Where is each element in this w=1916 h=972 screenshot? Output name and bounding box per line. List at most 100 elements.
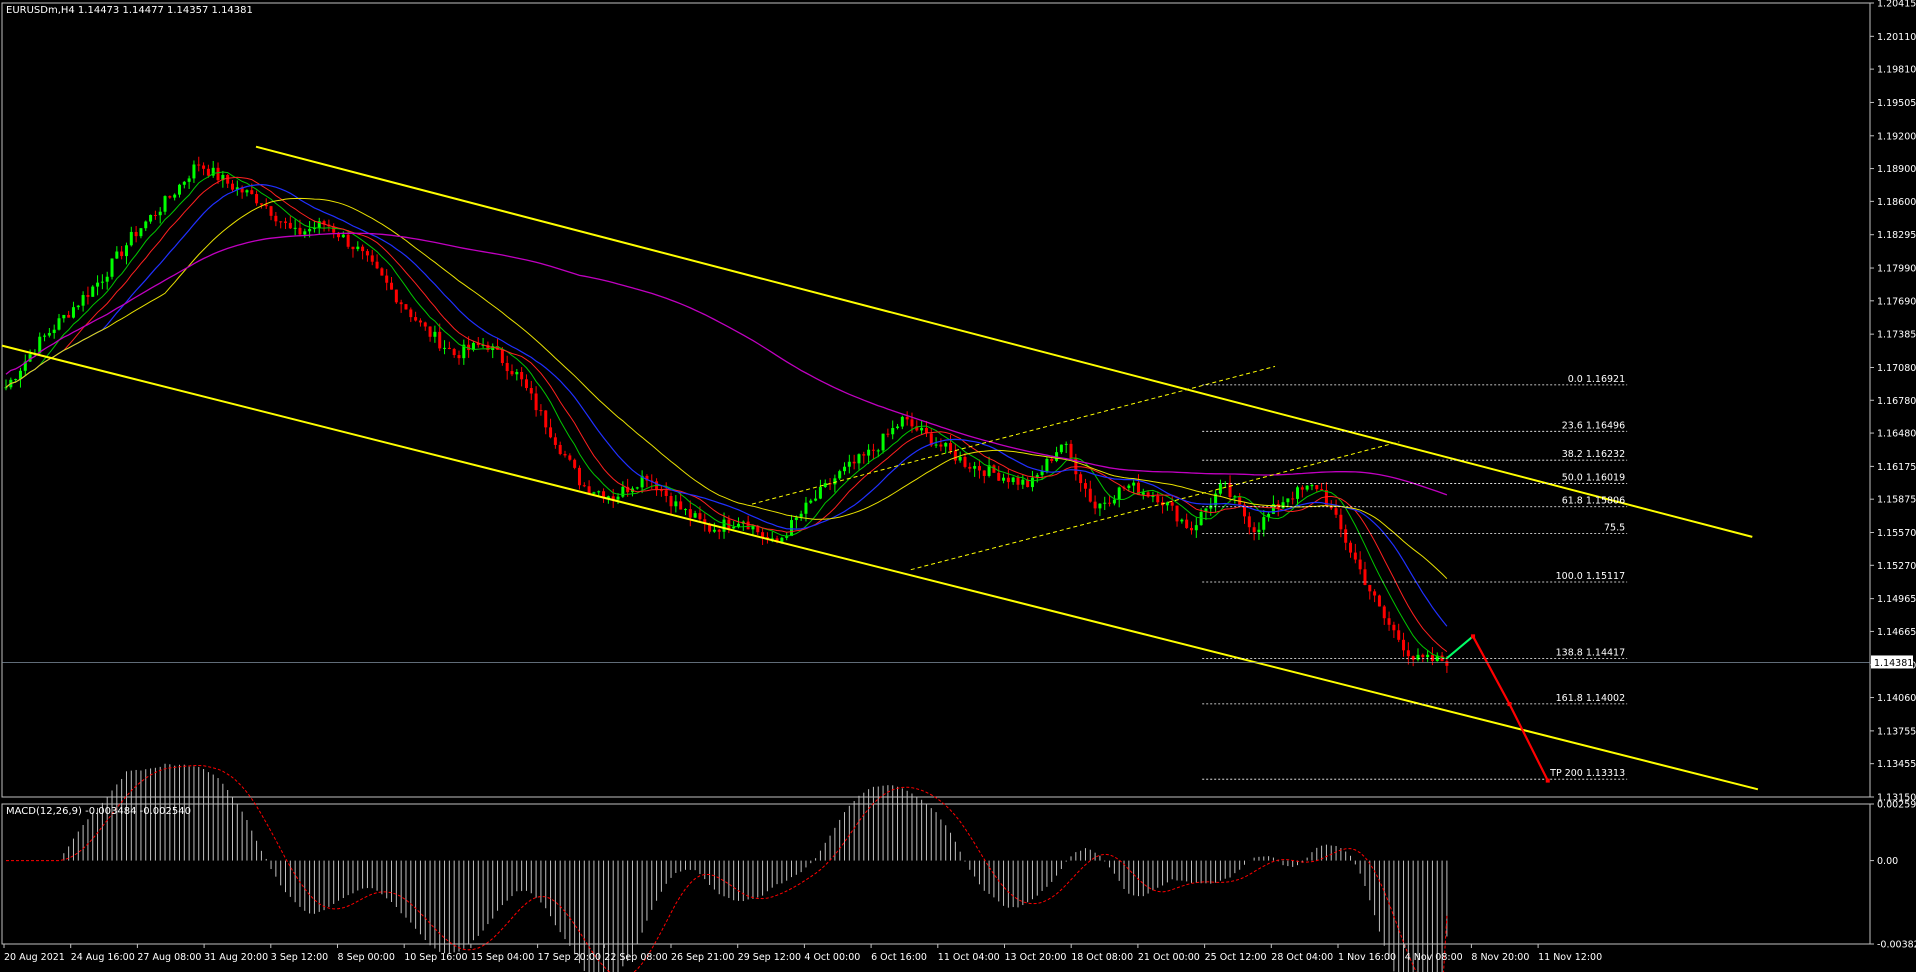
candle-body — [674, 501, 678, 507]
main-pane[interactable]: 0.0 1.16921 23.6 1.16496 38.2 1.16232 50.0 … — [1, 2, 1871, 798]
candle-body — [929, 433, 933, 446]
candle-body — [394, 289, 398, 303]
candle-body — [486, 344, 490, 351]
time-tick-label: 31 Aug 20:00 — [204, 952, 268, 963]
time-tick-label: 11 Oct 04:00 — [938, 952, 1000, 963]
candle-body — [105, 276, 109, 282]
candle — [1002, 473, 1006, 484]
candle-body — [1426, 654, 1430, 658]
candle — [76, 304, 80, 310]
candle-body — [481, 344, 485, 346]
candle — [1426, 650, 1430, 662]
candle — [1373, 589, 1377, 603]
candle-body — [202, 165, 206, 169]
ma-green-line — [5, 171, 1448, 660]
price-tick-label: 1.16175 — [1877, 462, 1916, 473]
candle — [1353, 543, 1357, 564]
candle — [129, 226, 133, 247]
candle-body — [939, 444, 943, 447]
candle — [669, 492, 673, 514]
current-price-label: 1.14381 — [1874, 658, 1913, 669]
candle — [712, 522, 716, 533]
candle — [288, 216, 292, 230]
chart-title: EURUSDm,H4 1.14473 1.14477 1.14357 1.143… — [6, 5, 253, 16]
candle — [399, 299, 403, 313]
price-tick-label: 1.15270 — [1877, 561, 1916, 572]
time-tick-label: 11 Nov 12:00 — [1538, 952, 1602, 963]
time-tick-label: 18 Oct 08:00 — [1071, 952, 1133, 963]
candle — [524, 374, 528, 391]
candle — [534, 386, 538, 417]
candle — [852, 454, 856, 470]
macd-tick-label: -0.003829 — [1877, 940, 1916, 951]
candle — [1117, 486, 1121, 508]
candle — [1088, 480, 1092, 503]
candle — [447, 341, 451, 350]
candle — [1050, 455, 1054, 464]
candle — [611, 488, 615, 508]
candle-body — [187, 178, 191, 182]
candle-body — [515, 371, 519, 375]
candle — [602, 488, 606, 503]
candle-body — [1050, 458, 1054, 461]
fib-level-label: 61.8 1.15806 — [1562, 496, 1625, 507]
candle-body — [288, 222, 292, 229]
candle-body — [958, 456, 962, 461]
time-tick-label: 22 Sep 08:00 — [604, 952, 667, 963]
candle-body — [414, 317, 418, 321]
candle — [862, 451, 866, 464]
candle-body — [438, 331, 442, 349]
candle-body — [640, 475, 644, 488]
candle-body — [370, 255, 374, 262]
candle-body — [1064, 443, 1068, 445]
candle-body — [1397, 630, 1401, 640]
candle-body — [76, 305, 80, 308]
candle — [1093, 495, 1097, 515]
candle-body — [1281, 502, 1285, 509]
candle — [1223, 481, 1227, 488]
candle-body — [462, 344, 466, 359]
candle — [939, 438, 943, 452]
candle-body — [452, 349, 456, 356]
ma-yellow-line — [5, 197, 1448, 580]
candle — [404, 304, 408, 310]
candle — [43, 333, 47, 342]
candle — [505, 355, 509, 380]
candle-body — [1074, 458, 1078, 475]
candle-body — [794, 517, 798, 521]
candle-body — [573, 459, 577, 468]
candle-body — [683, 509, 687, 511]
candle — [510, 364, 514, 377]
inner-channel-lower-line — [910, 441, 1400, 571]
candle-body — [409, 309, 413, 318]
price-tick-label: 1.17990 — [1877, 264, 1916, 275]
candle — [423, 321, 427, 331]
candle-body — [616, 496, 620, 500]
ma-red-line — [5, 176, 1448, 652]
candle-body — [1445, 661, 1449, 666]
candle-body — [1030, 477, 1034, 488]
candle-body — [457, 355, 461, 359]
candle — [414, 311, 418, 322]
candle-body — [317, 221, 321, 229]
candle-body — [558, 444, 562, 454]
candle — [144, 220, 148, 232]
candle — [847, 454, 851, 474]
macd-pane[interactable] — [1, 763, 1871, 972]
candle-body — [1006, 477, 1010, 483]
time-tick-label: 17 Sep 20:00 — [538, 952, 601, 963]
candle — [838, 469, 842, 480]
candle — [443, 340, 447, 355]
time-tick-label: 20 Aug 2021 — [4, 952, 65, 963]
candle-body — [611, 496, 615, 500]
candle-body — [153, 215, 157, 217]
candle — [857, 453, 861, 470]
candle-body — [1382, 606, 1386, 619]
candle — [953, 443, 957, 465]
price-tick-label: 1.15875 — [1877, 495, 1916, 506]
candle — [1286, 498, 1290, 508]
candle — [1416, 648, 1420, 662]
candle-body — [785, 536, 789, 538]
candle-body — [433, 331, 437, 337]
